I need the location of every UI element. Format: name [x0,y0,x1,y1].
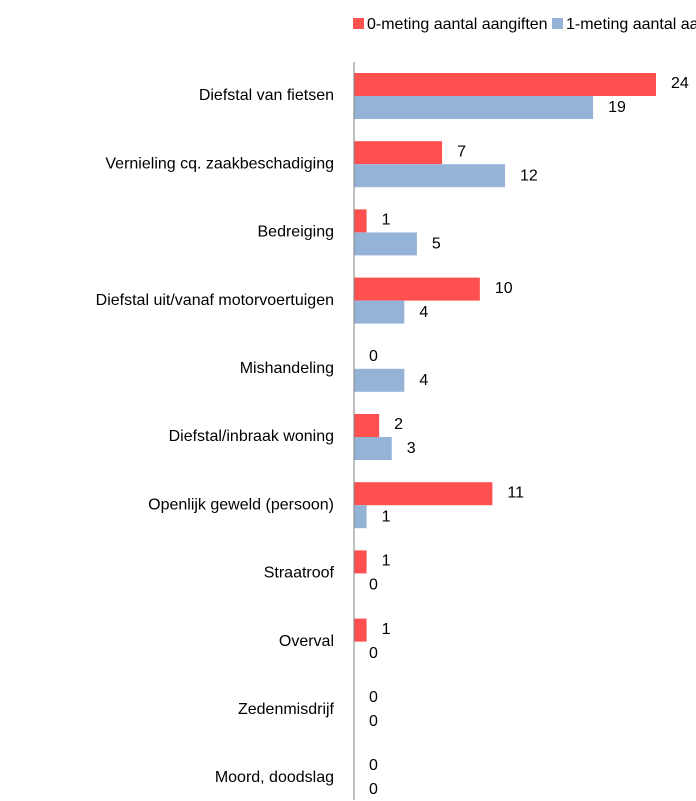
value-label: 0 [369,689,378,706]
bar [354,618,367,642]
category-label: Vernieling cq. zaakbeschadiging [105,155,334,172]
value-label: 11 [507,484,524,501]
category-label: Diefstal van fietsen [199,87,334,104]
legend-label: 0-meting aantal aangiften [367,16,548,33]
value-label: 0 [369,713,378,730]
category-label: Moord, doodslag [215,769,334,786]
value-label: 7 [457,143,466,160]
bar [354,164,505,188]
category-label: Overval [279,633,334,650]
category-label: Mishandeling [240,360,334,377]
value-label: 3 [407,440,416,457]
bar [354,550,367,574]
bar [354,141,443,165]
value-label: 0 [369,348,378,365]
bar [354,368,405,392]
value-label: 0 [369,577,378,594]
value-label: 4 [419,304,428,321]
value-label: 24 [671,75,689,92]
category-label: Zedenmisdrijf [238,701,335,718]
value-label: 4 [419,372,428,389]
value-label: 0 [369,645,378,662]
bar [354,232,417,256]
value-label: 10 [495,280,513,297]
category-label: Openlijk geweld (persoon) [148,496,334,513]
category-label: Straatroof [264,565,335,582]
value-label: 2 [394,416,403,433]
value-label: 1 [382,553,391,570]
value-label: 0 [369,757,378,774]
value-label: 0 [369,781,378,798]
bar [354,96,594,119]
legend-swatch [552,18,563,29]
value-label: 1 [382,508,391,525]
bar [354,414,380,437]
legend-label: 1-meting aantal aangiften [566,16,696,33]
category-label: Diefstal/inbraak woning [169,428,334,445]
bar [354,277,480,301]
value-label: 5 [432,236,441,253]
category-label: Diefstal uit/vanaf motorvoertuigen [96,292,334,309]
bar [354,505,367,529]
bar [354,482,493,506]
value-label: 1 [382,621,391,638]
value-label: 19 [608,99,626,116]
category-label: Bedreiging [258,224,335,241]
bar [354,209,367,233]
bar [354,73,656,96]
bar [354,300,405,324]
bar [354,437,392,460]
value-label: 1 [382,212,391,229]
value-label: 12 [520,167,538,184]
legend-swatch [353,18,364,29]
